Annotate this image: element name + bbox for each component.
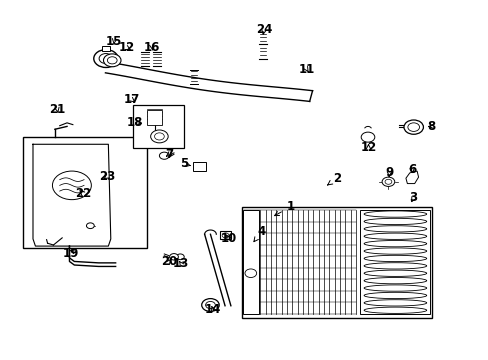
Text: 13: 13 [173,257,189,270]
Text: 8: 8 [427,120,435,133]
Text: 4: 4 [253,225,265,242]
Circle shape [99,54,113,64]
Bar [102,46,110,51]
Text: 20: 20 [161,255,177,268]
Circle shape [86,223,94,229]
Text: 7: 7 [165,148,173,161]
Text: 14: 14 [204,303,221,316]
Circle shape [384,179,391,184]
Circle shape [94,50,118,67]
Text: 21: 21 [49,103,65,116]
Text: 12: 12 [360,141,376,154]
Text: 1: 1 [274,200,294,216]
Circle shape [150,130,168,143]
Circle shape [222,233,228,238]
Circle shape [169,253,178,260]
Text: 16: 16 [143,41,160,54]
Text: 6: 6 [407,163,415,176]
Circle shape [201,298,219,311]
Text: 19: 19 [62,247,79,260]
Circle shape [176,254,184,260]
Text: 3: 3 [409,192,417,204]
Bar [243,210,258,314]
Bar [242,207,431,318]
Circle shape [403,120,423,134]
Bar [23,137,147,248]
Circle shape [159,152,169,159]
Polygon shape [405,171,418,184]
Circle shape [107,57,117,64]
Text: 5: 5 [179,157,190,170]
Text: 10: 10 [221,233,237,246]
Bar [193,162,205,171]
Text: 9: 9 [385,166,393,179]
Text: 23: 23 [99,170,115,183]
Text: 18: 18 [127,116,143,129]
Circle shape [103,54,121,67]
Bar [220,231,230,239]
Text: 11: 11 [298,63,314,76]
Bar [359,210,429,314]
Circle shape [154,133,164,140]
Circle shape [244,269,256,278]
Text: 12: 12 [119,41,135,54]
Circle shape [361,132,374,142]
Bar [147,111,162,125]
Text: 15: 15 [106,35,122,48]
Bar [132,105,183,148]
Circle shape [52,171,91,200]
Text: 2: 2 [327,172,340,185]
Text: 24: 24 [255,23,272,36]
Circle shape [381,177,394,186]
Circle shape [205,301,215,309]
Text: 22: 22 [75,187,91,200]
Circle shape [407,123,419,131]
Text: 17: 17 [123,93,140,106]
